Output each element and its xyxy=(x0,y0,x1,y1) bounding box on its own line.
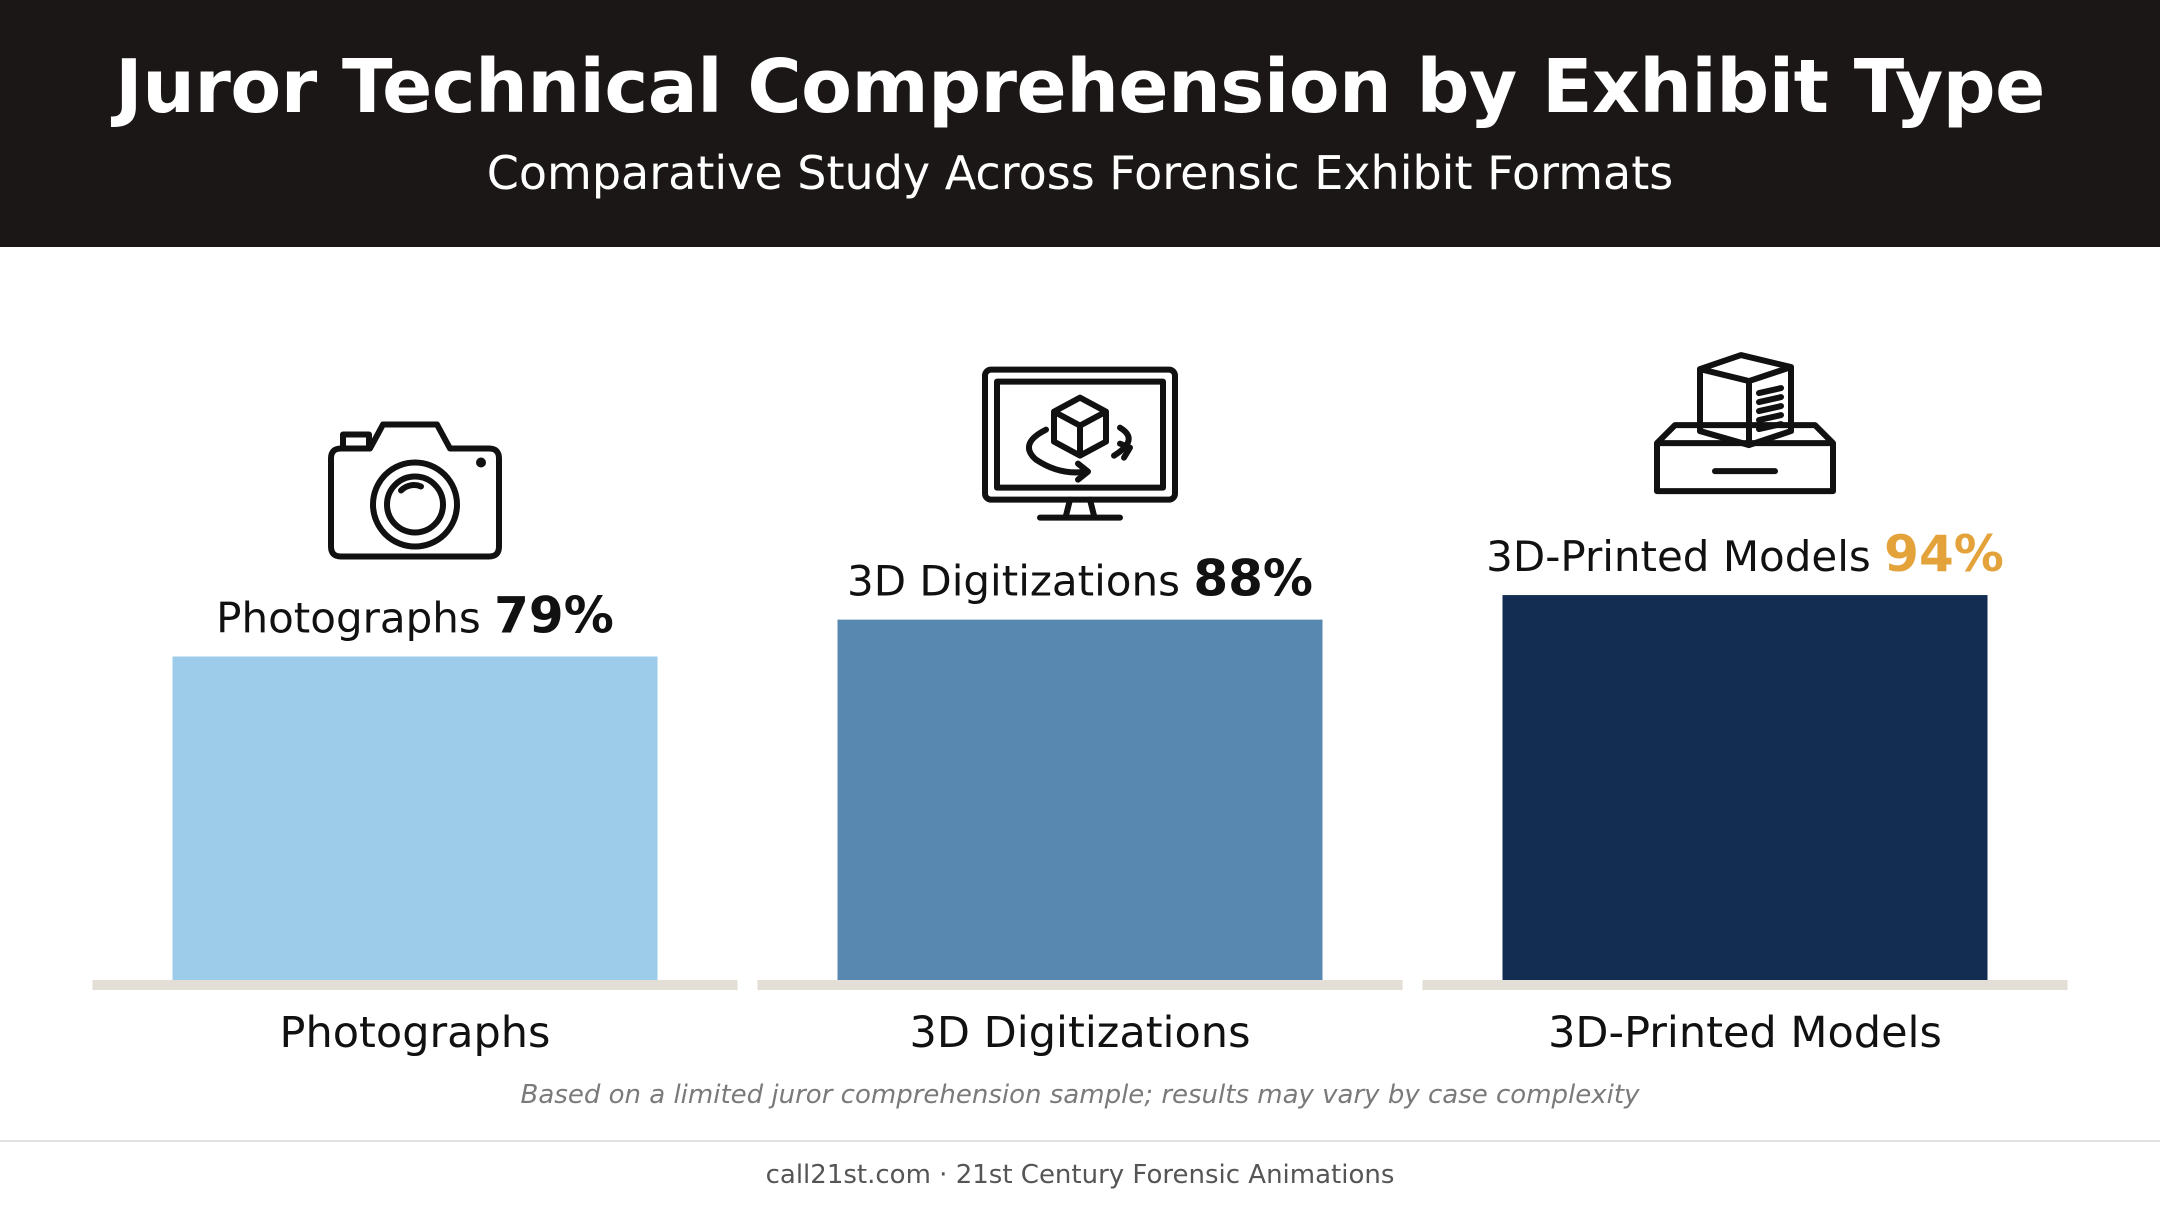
data-label-value: 88% xyxy=(1193,550,1313,608)
data-label-category: 3D Digitizations xyxy=(847,557,1193,606)
monitor-3d-cube-icon xyxy=(982,366,1178,521)
data-label: 3D Digitizations 88% xyxy=(847,550,1313,608)
footer-credit: call21st.com · 21st Century Forensic Ani… xyxy=(765,1160,1395,1190)
3d-printer-icon xyxy=(1654,352,1836,495)
data-label-value: 94% xyxy=(1884,525,2004,583)
baseline-track xyxy=(757,980,1403,990)
footnote: Based on a limited juror comprehension s… xyxy=(520,1080,1640,1110)
camera-icon xyxy=(328,421,502,560)
chart-title: Juror Technical Comprehension by Exhibit… xyxy=(115,44,2045,130)
x-tick-label: Photographs xyxy=(280,1008,551,1058)
data-label-category: 3D-Printed Models xyxy=(1486,532,1884,581)
data-label-category: Photographs xyxy=(216,593,494,642)
bar-3 xyxy=(1502,595,1988,980)
x-tick-label: 3D Digitizations xyxy=(910,1008,1251,1058)
data-label: 3D-Printed Models 94% xyxy=(1486,525,2004,583)
bar-2 xyxy=(837,619,1323,980)
chart-subtitle: Comparative Study Across Forensic Exhibi… xyxy=(486,146,1674,200)
bar-1 xyxy=(172,656,658,980)
header-banner: Juror Technical Comprehension by Exhibit… xyxy=(0,0,2160,247)
data-label: Photographs 79% xyxy=(216,586,614,644)
x-tick-label: 3D-Printed Models xyxy=(1548,1008,1942,1058)
footer-divider xyxy=(0,1140,2160,1142)
baseline-track xyxy=(92,980,738,990)
baseline-track xyxy=(1422,980,2068,990)
data-label-value: 79% xyxy=(494,586,614,644)
